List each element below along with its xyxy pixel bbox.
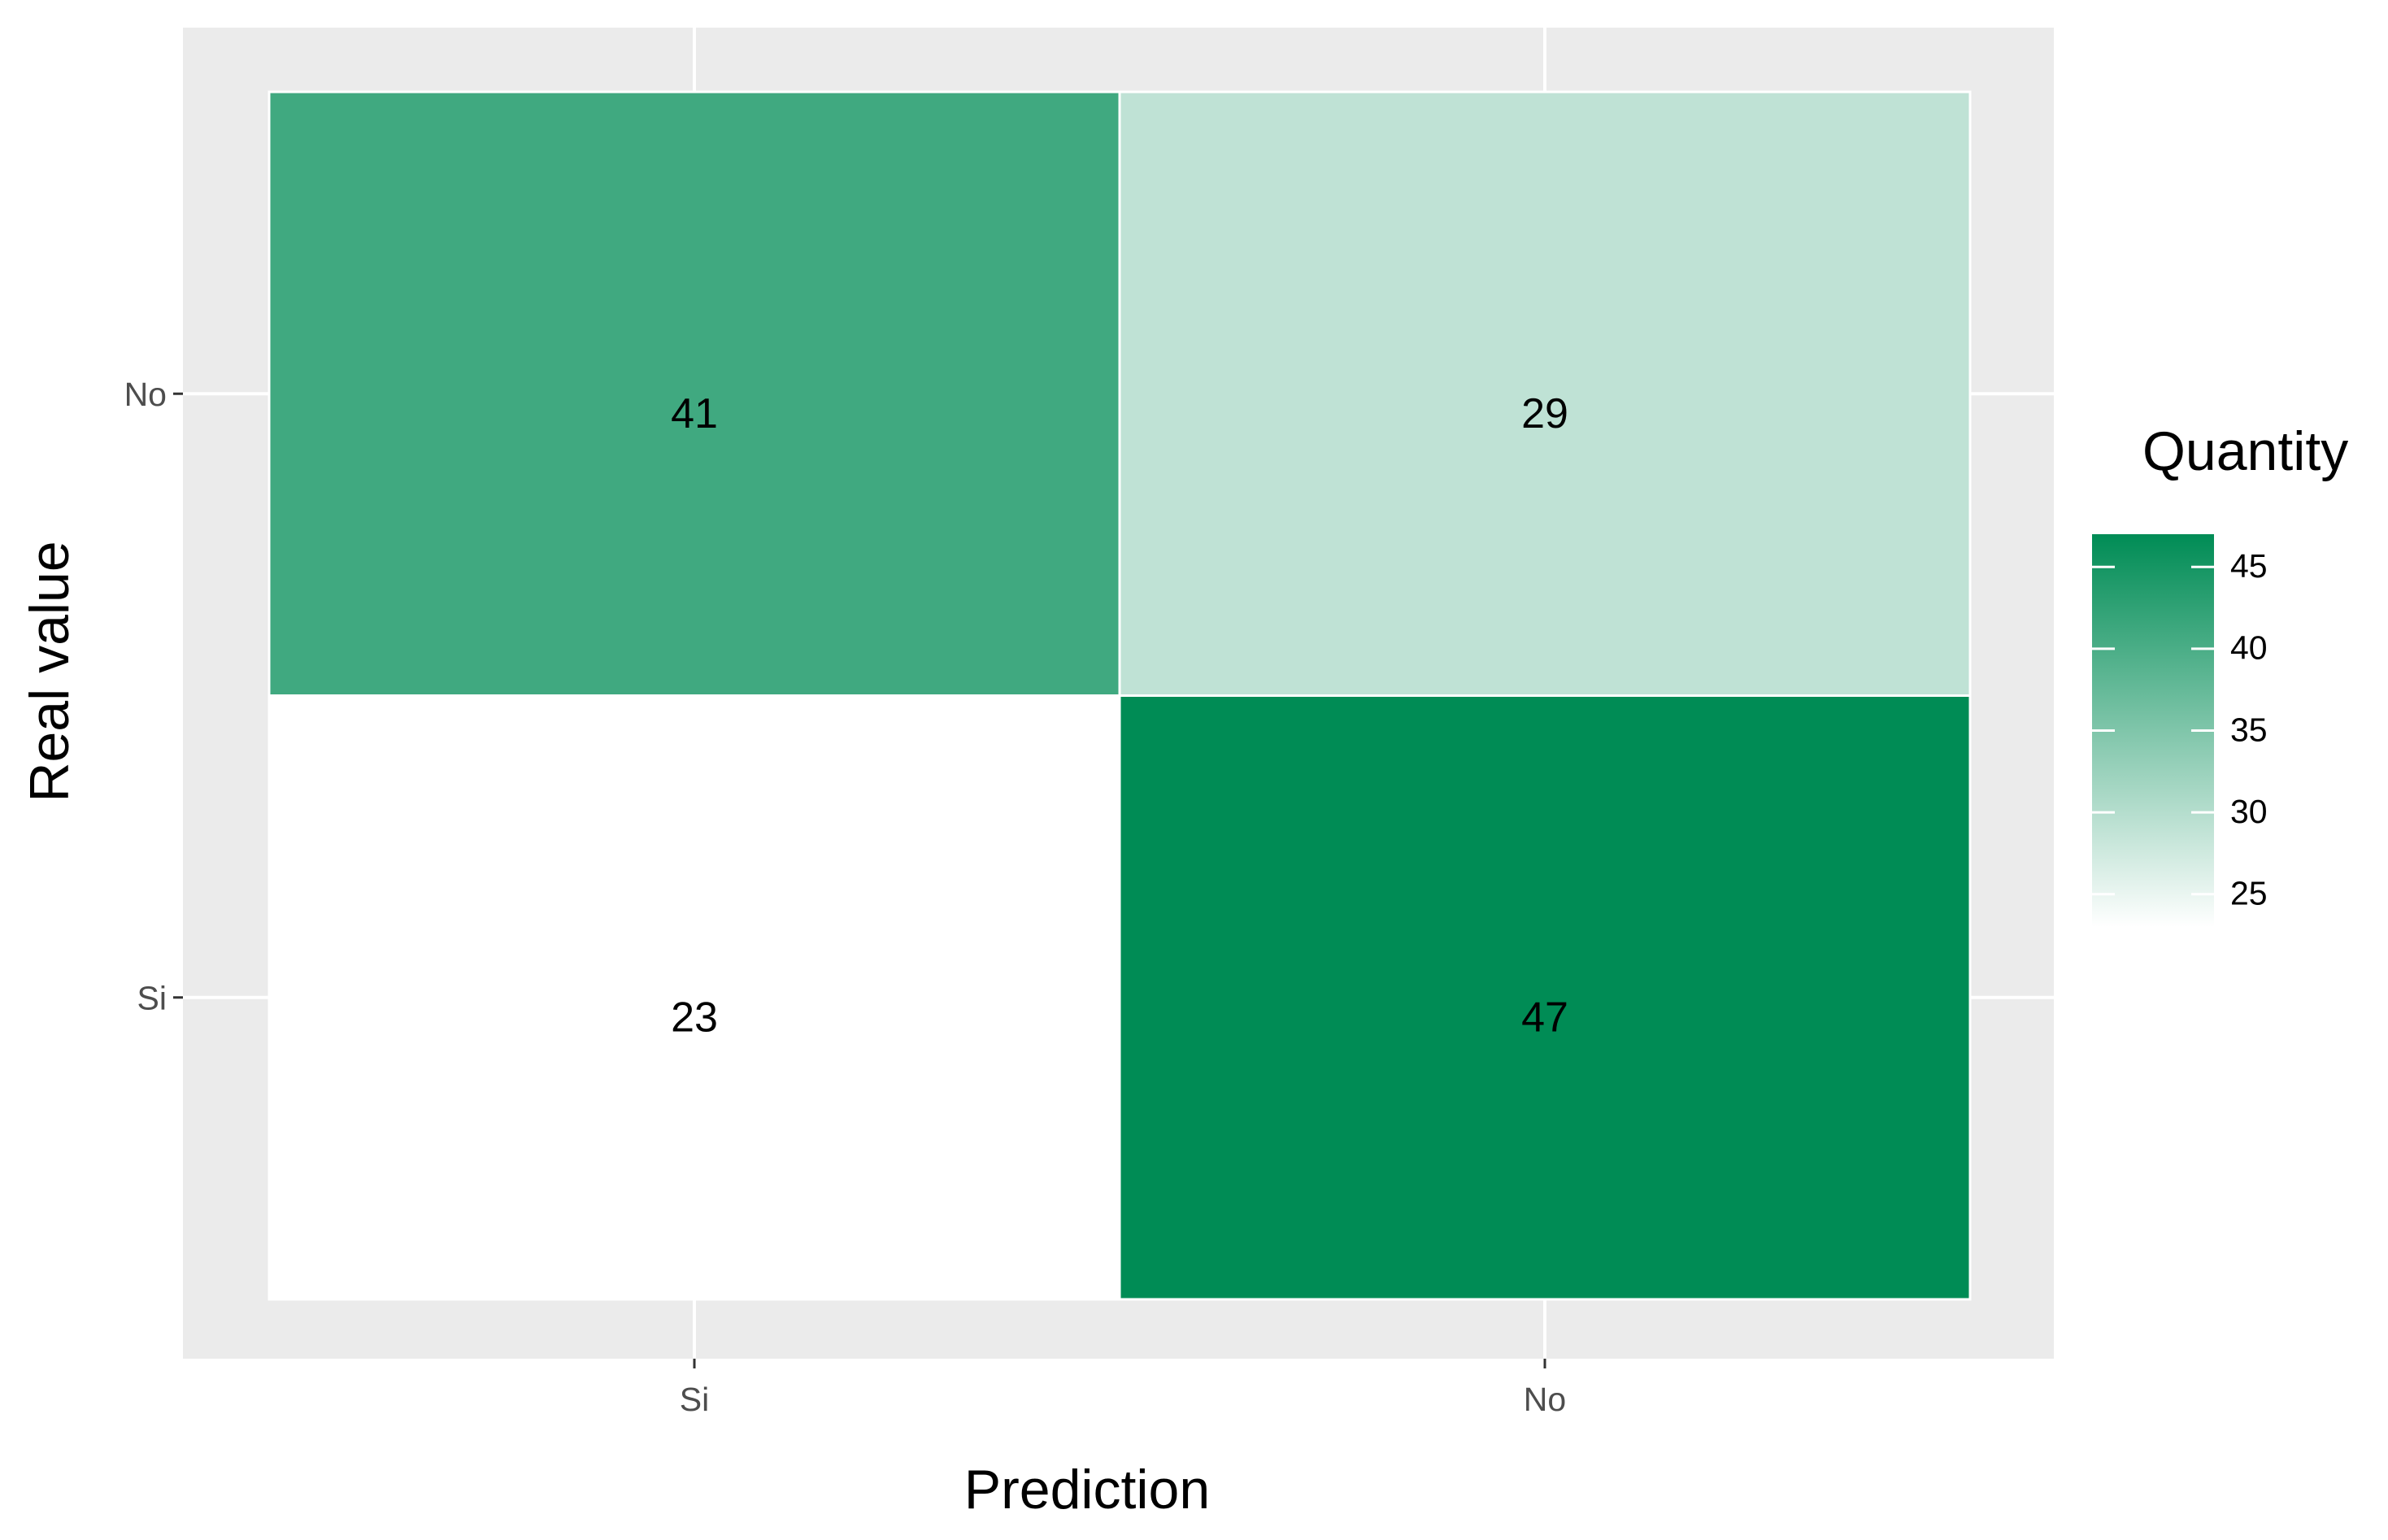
x-tick-label: Si: [680, 1381, 709, 1418]
y-tick-label: No: [124, 376, 167, 413]
colorbar-tick-label: 30: [2230, 793, 2268, 830]
heatmap-cell: [268, 694, 1121, 1301]
heatmap-cell: [1118, 90, 1972, 697]
y-axis-title: Real value: [19, 541, 80, 802]
cell-label: 47: [1521, 994, 1568, 1041]
colorbar-tick-label: 35: [2230, 711, 2268, 748]
cell-label: 29: [1521, 390, 1568, 437]
colorbar-tick-label: 25: [2230, 875, 2268, 912]
cell-label: 41: [671, 390, 718, 437]
legend-title: Quantity: [2142, 420, 2348, 482]
y-tick-label: Si: [137, 980, 167, 1017]
cell-label: 23: [671, 994, 718, 1041]
colorbar-tick-label: 40: [2230, 629, 2268, 667]
x-axis-title: Prediction: [964, 1459, 1210, 1520]
colorbar-tick-label: 45: [2230, 547, 2268, 585]
heatmap-cell: [1118, 694, 1972, 1301]
x-tick-label: No: [1524, 1381, 1566, 1418]
